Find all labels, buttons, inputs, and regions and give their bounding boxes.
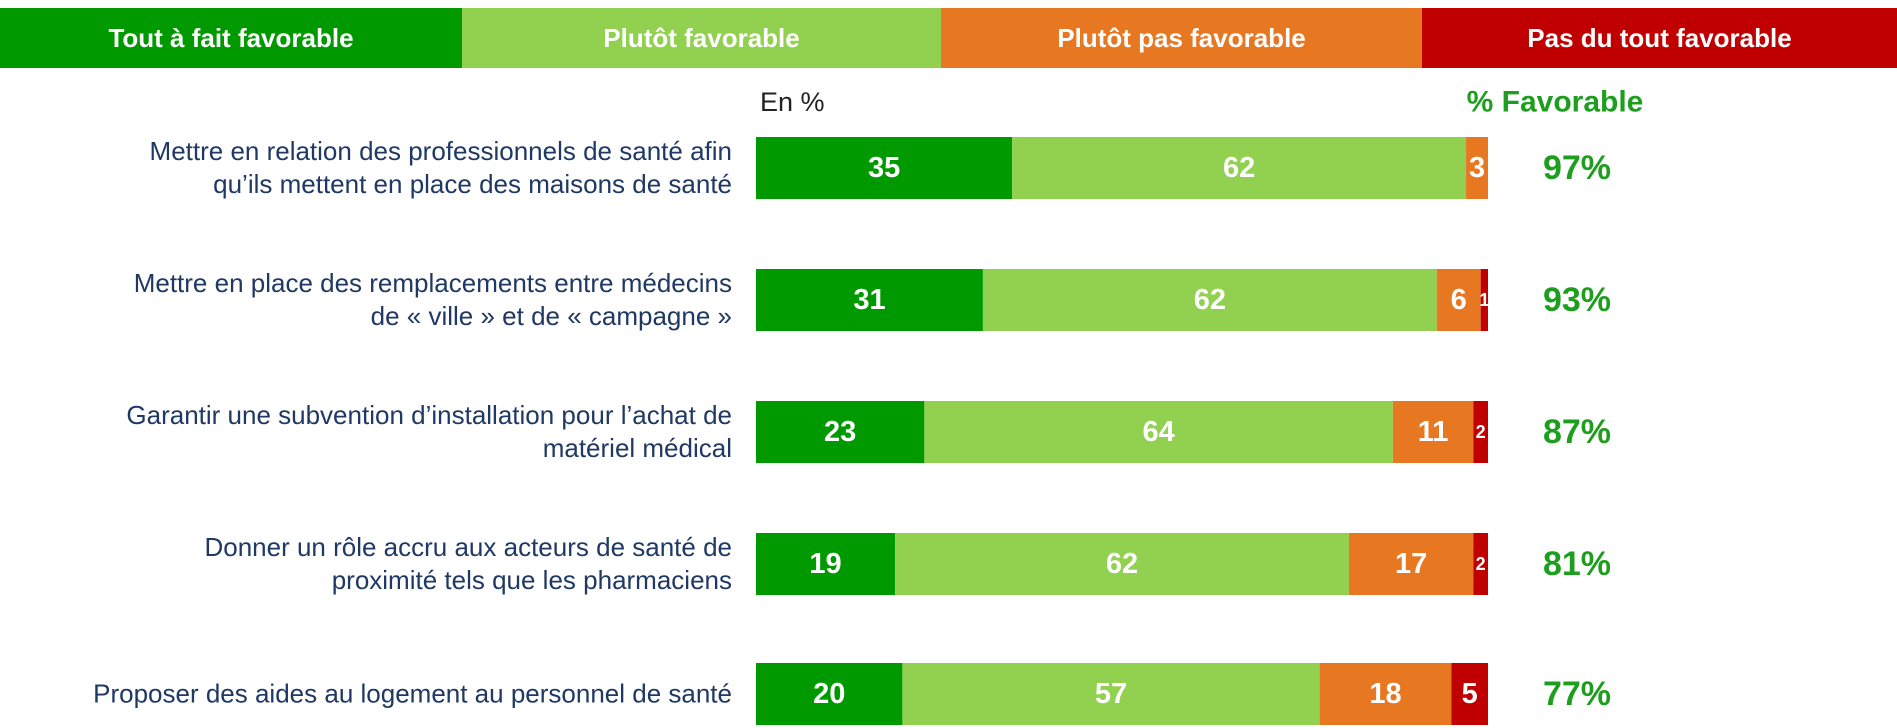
subtitle: En % <box>760 87 825 117</box>
favorable-value: 87% <box>1543 413 1611 451</box>
bar-segment <box>756 401 925 463</box>
bar-segment <box>1451 663 1488 725</box>
bar-value-label: 19 <box>809 548 841 580</box>
bar-value-label: 2 <box>1476 422 1486 442</box>
bar-segment <box>982 269 1437 331</box>
bar-value-label: 2 <box>1476 554 1486 574</box>
bar-value-label: 62 <box>1106 548 1138 580</box>
bar-segment <box>1436 269 1481 331</box>
bar-value-label: 62 <box>1223 152 1255 184</box>
bar-segment <box>1480 269 1488 331</box>
bar-segment <box>1392 401 1474 463</box>
legend-swatch <box>462 8 941 68</box>
bar-segment <box>1466 137 1488 199</box>
bar-segment <box>756 269 983 331</box>
legend-swatch <box>941 8 1422 68</box>
bar-value-label: 11 <box>1418 416 1449 448</box>
legend-swatch <box>0 8 462 68</box>
legend-label: Plutôt pas favorable <box>1057 23 1306 53</box>
bar-value-label: 31 <box>853 284 885 316</box>
bar-value-label: 57 <box>1095 678 1127 710</box>
category-label: Mettre en relation des professionnels de… <box>149 136 732 199</box>
bar-value-label: 17 <box>1395 548 1427 580</box>
favorable-value: 77% <box>1543 675 1611 713</box>
bar-value-label: 3 <box>1469 152 1485 184</box>
category-label: Donner un rôle accru aux acteurs de sant… <box>204 532 732 595</box>
favorable-value: 93% <box>1543 281 1611 319</box>
favorable-title: % Favorable <box>1467 86 1644 119</box>
bar-segment <box>1473 533 1488 595</box>
bar-value-label: 5 <box>1462 678 1478 710</box>
bar-value-label: 35 <box>868 152 900 184</box>
favorable-value: 97% <box>1543 149 1611 187</box>
bar-value-label: 18 <box>1369 678 1401 710</box>
bar-value-label: 20 <box>813 678 845 710</box>
legend-swatch <box>1422 8 1897 68</box>
bar-value-label: 23 <box>824 416 856 448</box>
favorable-value: 81% <box>1543 545 1611 583</box>
bar-value-label: 62 <box>1194 284 1226 316</box>
bar-segment <box>756 137 1013 199</box>
legend-label: Plutôt favorable <box>603 23 799 53</box>
bar-value-label: 64 <box>1142 416 1174 448</box>
bar-value-label: 6 <box>1451 284 1467 316</box>
bar-segment <box>902 663 1320 725</box>
bar-segment <box>1473 401 1488 463</box>
bar-segment <box>756 533 896 595</box>
bar-segment <box>756 663 903 725</box>
bar-segment <box>895 533 1349 595</box>
legend-label: Tout à fait favorable <box>108 23 353 53</box>
bar-segment <box>924 401 1393 463</box>
bar-segment <box>1319 663 1452 725</box>
category-label: Mettre en place des remplacements entre … <box>133 268 732 331</box>
bar-segment <box>1348 533 1474 595</box>
bar-value-label: 1 <box>1479 290 1489 310</box>
category-label: Garantir une subvention d’installation p… <box>126 400 732 463</box>
bar-segment <box>1012 137 1467 199</box>
category-label: Proposer des aides au logement au person… <box>93 678 732 709</box>
legend-label: Pas du tout favorable <box>1527 23 1791 53</box>
